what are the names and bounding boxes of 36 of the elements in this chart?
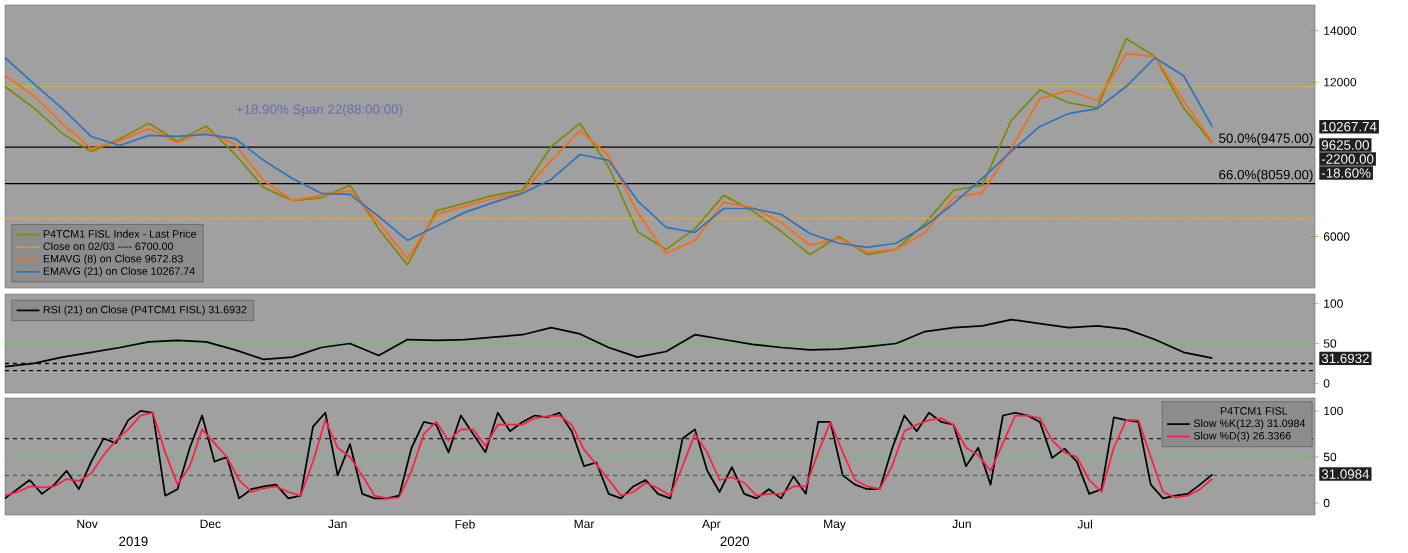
y-tick-label: 50 [1323, 452, 1337, 462]
text: -18.60% [1321, 168, 1371, 178]
x-tick-label: Jul [1077, 519, 1092, 529]
text: 2020 [720, 536, 749, 547]
text: 2019 [119, 536, 148, 547]
legend-label: Close on 02/03 ---- 6700.00 [43, 242, 173, 251]
y-tick-label: 50 [1323, 339, 1337, 348]
x-tick-label: Nov [77, 519, 98, 529]
x-tick-label: Dec [200, 519, 221, 529]
text: -2200.00 [1321, 154, 1374, 164]
legend-label: Slow %K(12,3) 31.0984 [1193, 419, 1306, 430]
x-tick-label: May [824, 519, 846, 531]
ref-line-label: 66.0%(8059.00) [1219, 169, 1313, 182]
ref-line-label: 50.0%(9475.00) [1219, 133, 1313, 146]
text: 10267.74 [1322, 121, 1377, 132]
text: 31.0984 [1321, 469, 1370, 479]
x-tick-label: Jan [328, 519, 347, 529]
y-tick-label: 100 [1324, 406, 1343, 416]
legend-label: EMAVG (8) on Close 9672.83 [43, 254, 183, 265]
x-tick-label: Jun [952, 519, 971, 529]
legend-label: Slow %D(3) 26.3366 [1193, 431, 1291, 442]
legend-label: EMAVG (21) on Close 10267.74 [43, 267, 195, 277]
x-tick-label: Feb [455, 519, 475, 529]
y-tick-label: 14000 [1324, 26, 1357, 35]
y-tick-label: 0 [1323, 379, 1330, 388]
y-tick-label: 6000 [1323, 232, 1350, 241]
y-tick-label: 12000 [1324, 77, 1357, 87]
text: 9625.00 [1321, 140, 1369, 150]
y-tick-label: 0 [1323, 498, 1330, 508]
legend-label: RSI (21) on Close (P4TCM1 FISL) 31.6932 [43, 305, 247, 316]
legend-label: P4TCM1 FISL Index - Last Price [43, 229, 197, 238]
legend-title: P4TCM1 FISL [1220, 407, 1288, 415]
x-tick-label: Mar [574, 519, 595, 529]
text: 31.6932 [1321, 353, 1369, 364]
y-tick-label: 100 [1324, 299, 1343, 308]
x-tick-label: Apr [702, 519, 721, 531]
